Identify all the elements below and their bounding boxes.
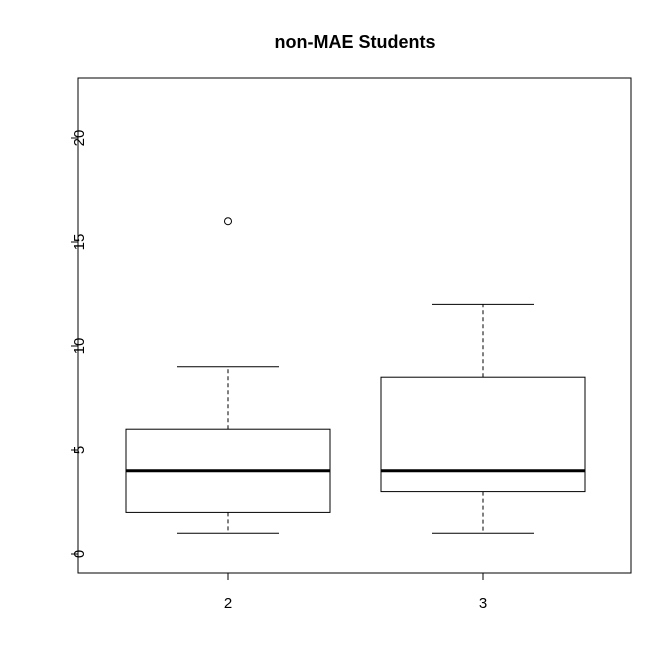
- iqr-box: [380, 376, 586, 493]
- y-tick-label: 5: [71, 446, 88, 454]
- y-tick-label: 15: [71, 234, 88, 251]
- y-tick-label: 20: [71, 130, 88, 147]
- box-group-3: [380, 303, 586, 534]
- y-tick-label: 10: [71, 338, 88, 355]
- chart-title: non-MAE Students: [275, 32, 436, 52]
- box-group-2: [125, 217, 331, 534]
- y-tick-label: 0: [71, 550, 88, 558]
- x-tick-label: 3: [479, 595, 487, 612]
- boxes: [125, 217, 586, 534]
- outlier-point: [224, 217, 232, 226]
- y-axis: 0 5 10 15 20: [71, 130, 88, 558]
- x-tick-label: 2: [224, 595, 232, 612]
